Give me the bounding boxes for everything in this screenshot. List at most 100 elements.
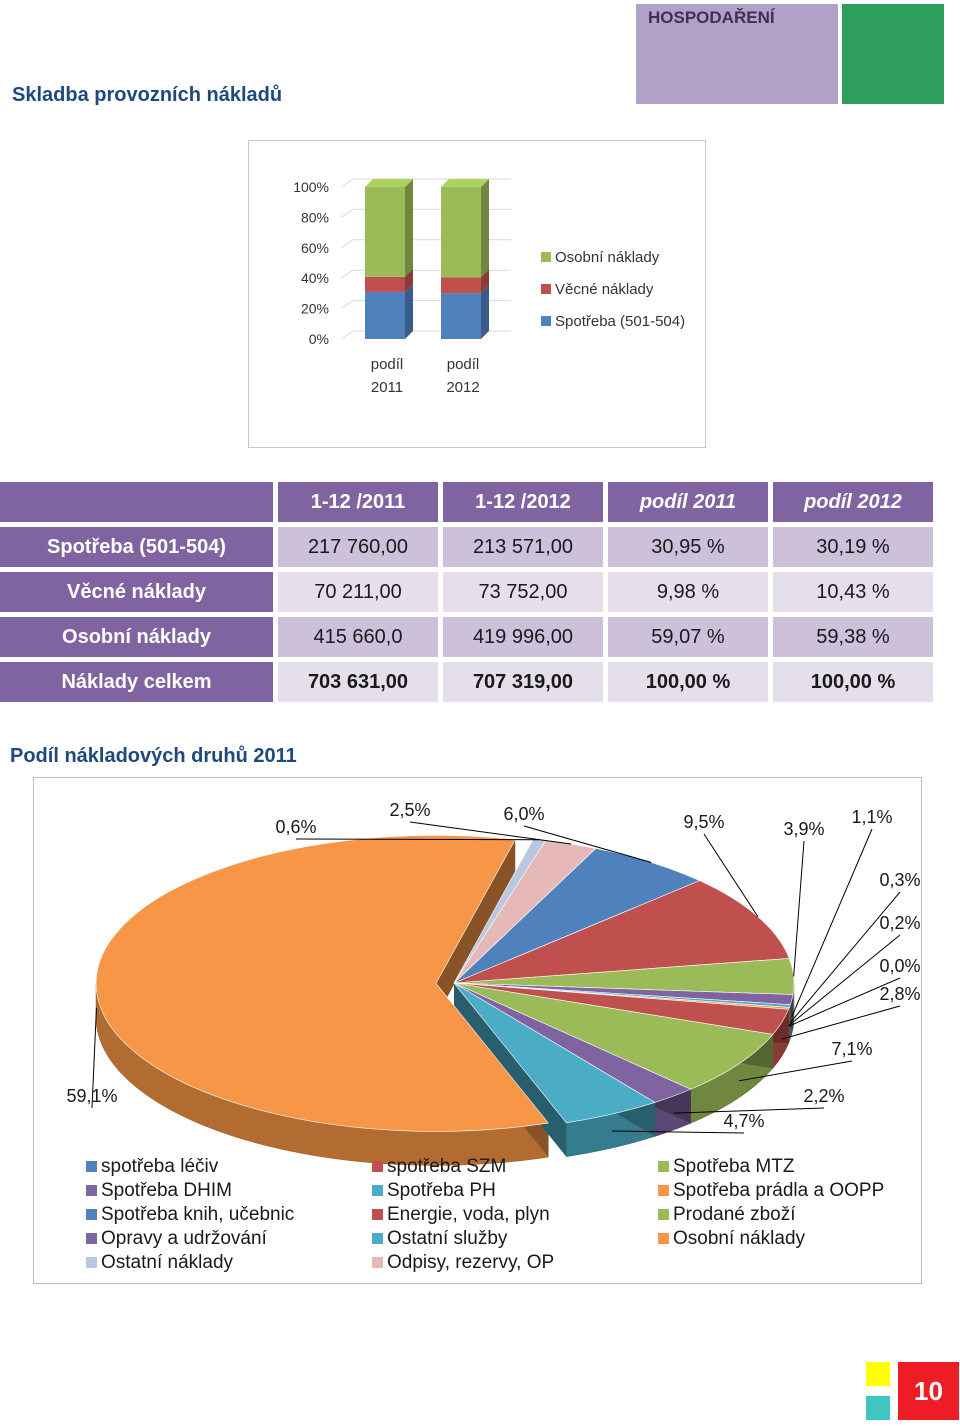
pie-leader-line bbox=[791, 828, 873, 1017]
y-tick-label: 60% bbox=[301, 240, 329, 256]
pie-slice-wall bbox=[436, 839, 516, 1018]
legend-swatch bbox=[541, 316, 551, 326]
bar-segment bbox=[365, 291, 405, 339]
pie-value-label: 0,6% bbox=[275, 817, 316, 837]
pie-leader-line bbox=[788, 977, 901, 1027]
gridline-side bbox=[340, 178, 354, 188]
cell-2011: 703 631,00 bbox=[278, 662, 438, 702]
bar-segment-side bbox=[481, 285, 489, 339]
gridline-side bbox=[340, 269, 354, 279]
legend-swatch bbox=[541, 252, 551, 262]
table-header-share-2011: podíl 2011 bbox=[608, 482, 768, 522]
pie-value-label: 7,1% bbox=[831, 1039, 872, 1059]
cost-table: 1-12 /2011 1-12 /2012 podíl 2011 podíl 2… bbox=[0, 477, 938, 707]
table-total-row: Náklady celkem 703 631,00 707 319,00 100… bbox=[0, 662, 933, 702]
bar-segment bbox=[441, 277, 481, 294]
legend-label: Odpisy, rezervy, OP bbox=[387, 1252, 554, 1273]
pie-value-label: 1,1% bbox=[851, 807, 892, 827]
pie-title: Podíl nákladových druhů 2011 bbox=[10, 745, 297, 767]
pie-leader-line bbox=[703, 833, 759, 917]
cell-2012: 419 996,00 bbox=[443, 617, 603, 657]
cell-share-2011: 100,00 % bbox=[608, 662, 768, 702]
legend-label: Ostatní náklady bbox=[101, 1252, 234, 1273]
pie-value-label: 0,0% bbox=[879, 956, 920, 976]
pie-value-label: 9,5% bbox=[683, 812, 724, 832]
table-header-row: 1-12 /2011 1-12 /2012 podíl 2011 podíl 2… bbox=[0, 482, 933, 522]
legend-swatch bbox=[372, 1209, 383, 1220]
x-category-label: podíl bbox=[371, 356, 404, 373]
legend-label: Spotřeba knih, učebnic bbox=[101, 1204, 294, 1225]
costs-title: Skladba provozních nákladů bbox=[12, 84, 283, 106]
bar-segment bbox=[365, 187, 405, 277]
gridline-side bbox=[340, 330, 354, 340]
cell-share-2011: 59,07 % bbox=[608, 617, 768, 657]
legend-label: Opravy a udržování bbox=[101, 1228, 268, 1249]
table-row: Osobní náklady 415 660,0 419 996,00 59,0… bbox=[0, 617, 933, 657]
legend-label: Spotřeba DHIM bbox=[101, 1180, 232, 1201]
y-tick-label: 20% bbox=[301, 301, 329, 317]
x-category-label: 2011 bbox=[371, 379, 403, 396]
bar-segment bbox=[441, 293, 481, 339]
cell-share-2011: 9,98 % bbox=[608, 572, 768, 612]
pie-value-label: 3,9% bbox=[783, 819, 824, 839]
pie-leader-line bbox=[91, 1007, 97, 1109]
legend-label: Spotřeba prádla a OOPP bbox=[673, 1180, 884, 1201]
legend-swatch bbox=[372, 1233, 383, 1244]
y-tick-label: 40% bbox=[301, 270, 329, 286]
cell-2011: 415 660,0 bbox=[278, 617, 438, 657]
page-marker-cyan bbox=[866, 1396, 890, 1420]
pie-leader-line bbox=[788, 934, 901, 1026]
section-header-accent bbox=[842, 4, 944, 104]
legend-label: Spotřeba (501-504) bbox=[555, 313, 685, 330]
legend-label: spotřeba SZM bbox=[387, 1156, 506, 1177]
section-header-box bbox=[636, 4, 838, 104]
gridline-side bbox=[340, 208, 354, 218]
table-header-2011: 1-12 /2011 bbox=[278, 482, 438, 522]
row-label: Náklady celkem bbox=[0, 662, 273, 702]
cost-types-pie-svg: 6,0% 9,5% 3,9% 1,1% 0,3% 0,2% 0,0% 2,8% 7,1% 2,2%… bbox=[66, 800, 920, 1273]
bar-segment-side bbox=[405, 268, 413, 292]
cell-2011: 70 211,00 bbox=[278, 572, 438, 612]
row-label: Osobní náklady bbox=[0, 617, 273, 657]
legend-swatch bbox=[541, 284, 551, 294]
table-header-corner bbox=[0, 482, 273, 522]
pie-slice bbox=[95, 835, 549, 1132]
table-row: Spotřeba (501-504) 217 760,00 213 571,00… bbox=[0, 527, 933, 567]
x-category-label: podíl bbox=[447, 356, 480, 373]
cell-2012: 707 319,00 bbox=[443, 662, 603, 702]
legend-swatch bbox=[658, 1185, 669, 1196]
bar-segment-side bbox=[405, 179, 413, 277]
x-category-label: 2012 bbox=[446, 379, 479, 396]
cell-share-2012: 10,43 % bbox=[773, 572, 933, 612]
page-marker-yellow bbox=[866, 1362, 890, 1386]
bar-segment-side bbox=[481, 269, 489, 294]
legend-swatch bbox=[658, 1233, 669, 1244]
pie-leader-line bbox=[409, 821, 572, 845]
gridline-side bbox=[340, 300, 354, 310]
legend-label: Osobní náklady bbox=[673, 1228, 806, 1249]
cell-share-2012: 59,38 % bbox=[773, 617, 933, 657]
legend-label: Osobní náklady bbox=[555, 249, 660, 266]
pie-leader-line bbox=[612, 1130, 745, 1134]
page-number: 10 bbox=[898, 1362, 959, 1420]
pie-leader-line bbox=[295, 838, 540, 841]
cost-structure-chart: 100% 80% 60% 40% 20% 0% podíl 2011 podíl 2012 Osob… bbox=[248, 140, 706, 448]
section-header-title: HOSPODAŘENÍ bbox=[648, 8, 775, 27]
legend-label: spotřeba léčiv bbox=[101, 1156, 219, 1177]
cost-structure-chart-svg: 100% 80% 60% 40% 20% 0% podíl 2011 podíl 2012 Osob… bbox=[293, 178, 685, 396]
pie-leader-line bbox=[781, 1005, 901, 1040]
legend-label: Spotřeba PH bbox=[387, 1180, 496, 1201]
pie-slice bbox=[453, 982, 656, 1124]
pie-value-label: 59,1% bbox=[66, 1086, 117, 1106]
pie-value-label: 2,8% bbox=[879, 984, 920, 1004]
pie-tops bbox=[95, 835, 795, 1132]
cell-2012: 213 571,00 bbox=[443, 527, 603, 567]
pie-leader-line bbox=[793, 840, 805, 977]
legend-swatch bbox=[86, 1209, 97, 1220]
pie-slice bbox=[453, 982, 774, 1090]
table-row: Věcné náklady 70 211,00 73 752,00 9,98 %… bbox=[0, 572, 933, 612]
legend-swatch bbox=[372, 1161, 383, 1172]
legend-label: Ostatní služby bbox=[387, 1228, 508, 1249]
legend-label: Prodané zboží bbox=[673, 1204, 796, 1225]
bar-segment-top bbox=[441, 179, 489, 187]
